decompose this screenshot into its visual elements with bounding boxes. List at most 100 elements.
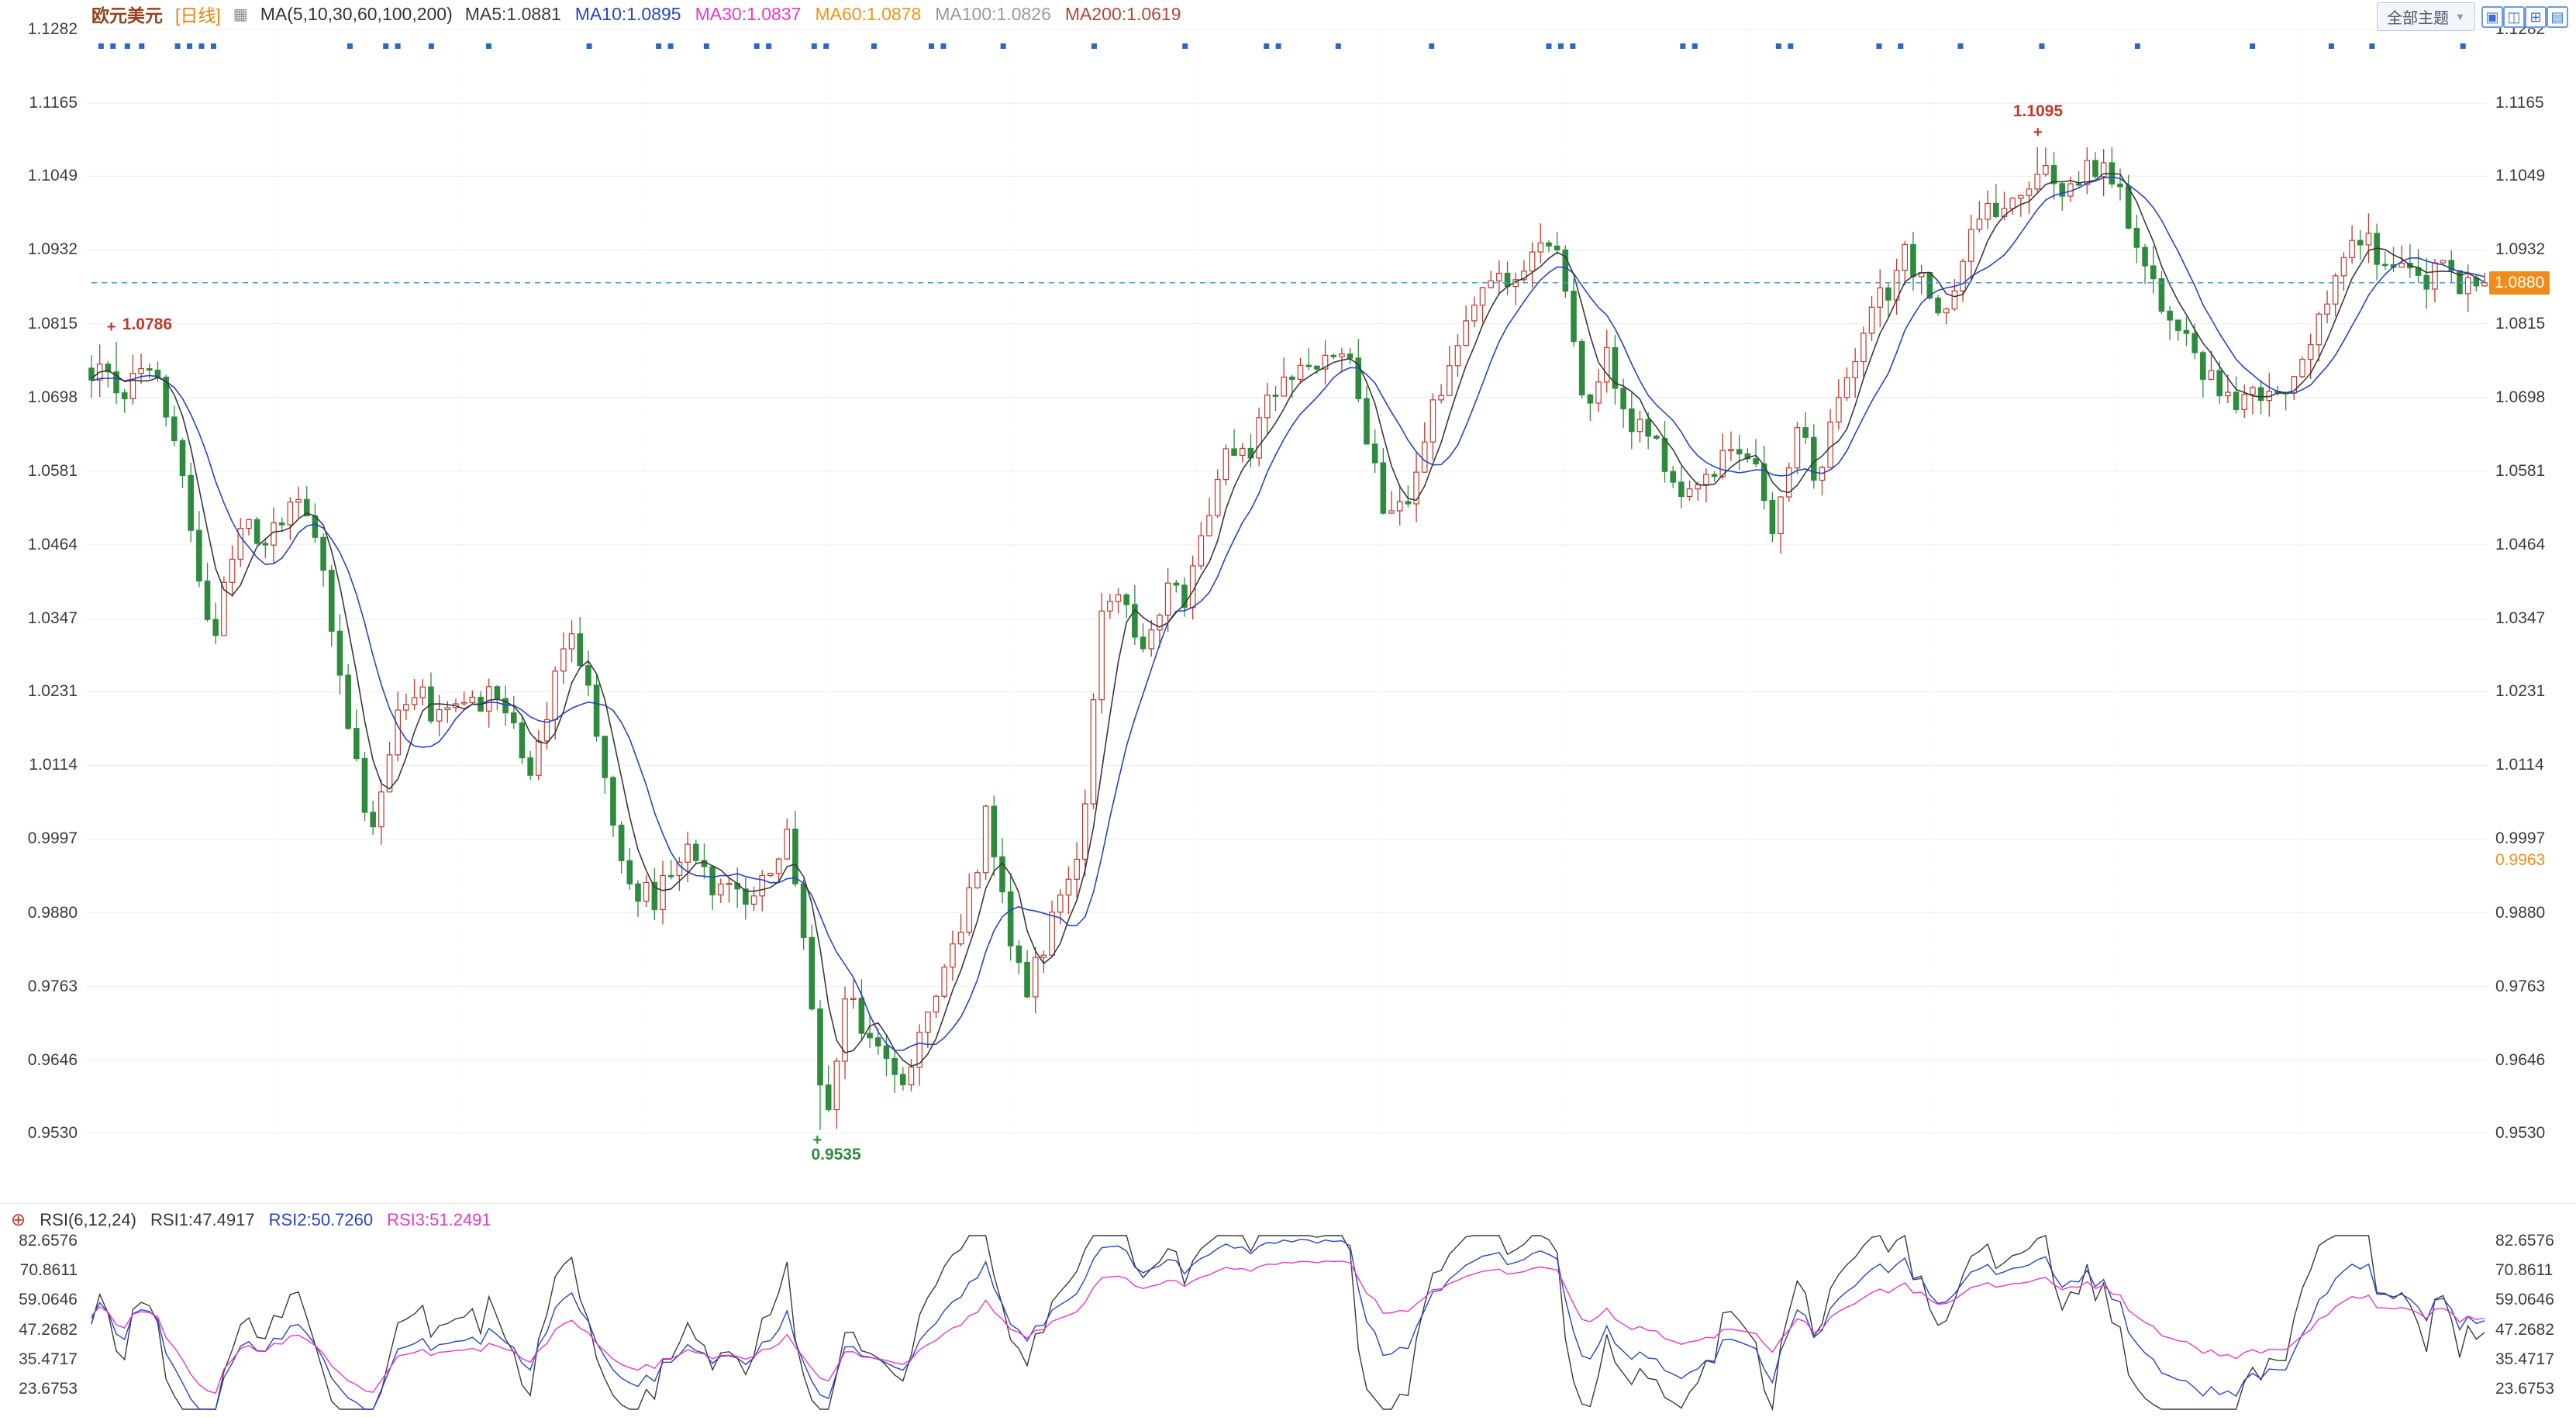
event-marker-dot <box>766 43 772 49</box>
rsi-title: RSI(6,12,24) <box>40 1209 137 1229</box>
axis-label: 0.9763 <box>27 977 78 995</box>
axis-label: 1.0815 <box>27 314 78 333</box>
chart-header: 欧元美元 [日线] ▦ MA(5,10,30,60,100,200) MA5:1… <box>0 0 2576 31</box>
axis-label: 1.0581 <box>27 461 78 480</box>
grid-layer <box>87 29 2488 1134</box>
axis-label: 1.0698 <box>27 388 78 406</box>
dual-pane-layout-icon[interactable]: ◫ <box>2503 6 2525 29</box>
axis-label: 1.0347 <box>27 609 78 627</box>
rsi1-line <box>91 1234 2485 1412</box>
axis-label: 70.8611 <box>2495 1261 2554 1280</box>
event-marker-dot <box>98 43 104 49</box>
event-marker-dot <box>1000 43 1006 49</box>
axis-label: 59.0646 <box>2495 1291 2554 1309</box>
timeframe-label[interactable]: [日线] <box>175 5 221 26</box>
theme-selector-button[interactable]: 全部主题 ▼ <box>2377 2 2475 31</box>
ma-legend-item: MA100:1.0826 <box>935 3 1051 24</box>
event-marker-dot <box>1275 43 1281 49</box>
axis-label: 0.9880 <box>2495 903 2546 922</box>
event-marker-dot <box>383 43 389 49</box>
axis-label: 0.9530 <box>2495 1124 2546 1142</box>
grid-pane-layout-icon[interactable]: ⊞ <box>2525 6 2547 29</box>
axis-label: 82.6576 <box>19 1232 78 1250</box>
axis-label: 0.9646 <box>27 1050 78 1069</box>
axis-label: 1.0698 <box>2495 388 2546 406</box>
single-pane-layout-icon[interactable]: ▣ <box>2481 6 2503 29</box>
event-marker-dot <box>1691 43 1698 49</box>
axis-label: 23.6753 <box>2495 1380 2554 1398</box>
axis-label: 59.0646 <box>19 1291 78 1309</box>
ma-legend-item: MA5:1.0881 <box>464 3 561 24</box>
axis-label: 1.1282 <box>27 20 78 38</box>
event-marker-dot <box>1429 43 1435 49</box>
axis-label: 1.0464 <box>2495 535 2546 553</box>
axis-label: 0.9880 <box>27 903 78 922</box>
event-marker-dot <box>667 43 674 49</box>
axis-label: 1.1165 <box>29 94 78 112</box>
event-marker-dot <box>940 43 947 49</box>
ma-legend: MA5:1.0881 MA10:1.0895 MA30:1.0837 MA60:1.0… <box>465 4 1181 25</box>
axis-label: 1.0815 <box>2495 314 2546 333</box>
ma-legend-item: MA30:1.0837 <box>695 3 802 24</box>
event-marker-dot <box>1335 43 1341 49</box>
event-marker-dot <box>2250 43 2256 49</box>
axis-label: 1.0114 <box>29 756 78 774</box>
event-marker-dot <box>2460 43 2466 49</box>
chart-tools-icon[interactable]: ▦ <box>233 5 248 23</box>
event-marker-dot <box>2134 43 2140 49</box>
layout-icon-group: ▣ ◫ ⊞ ▤ <box>2481 5 2568 29</box>
axis-label: 1.0932 <box>27 240 78 259</box>
event-marker-dot <box>2039 43 2045 49</box>
axis-label: 1.0114 <box>2495 756 2544 774</box>
event-marker-dot <box>753 43 760 49</box>
axis-label: 1.0231 <box>27 682 78 701</box>
price-axis-right[interactable]: 1.1282 1.1165 1.1049 1.0932 1.0815 1.0698 1.05… <box>2491 0 2576 1417</box>
event-marker-dot <box>1557 43 1564 49</box>
event-marker-dot <box>871 43 877 49</box>
header-controls: 全部主题 ▼ ▣ ◫ ⊞ ▤ <box>2377 2 2568 31</box>
candles-layer[interactable] <box>88 147 2488 1130</box>
axis-label: 23.6753 <box>19 1380 78 1398</box>
event-marker-dot <box>586 43 592 49</box>
event-marker-dot <box>1775 43 1781 49</box>
rsi-legend-item: RSI3:51.2491 <box>387 1209 491 1229</box>
event-marker-dot <box>703 43 709 49</box>
event-marker-dot <box>929 43 935 49</box>
rsi-legend-item: RSI1:47.4917 <box>150 1209 255 1229</box>
instrument-name[interactable]: 欧元美元 <box>91 5 163 26</box>
bottom-panel-layout-icon[interactable]: ▤ <box>2547 6 2568 29</box>
chevron-down-icon: ▼ <box>2455 11 2465 22</box>
event-marker-dot <box>347 43 353 49</box>
rsi-values: RSI1:47.4917 RSI2:50.7260 RSI3:51.2491 <box>150 1210 491 1230</box>
axis-label: 1.0347 <box>2495 609 2546 627</box>
event-marker-dot <box>1091 43 1097 49</box>
event-marker-dot <box>1546 43 1552 49</box>
price-axis-left[interactable]: 1.1282 1.1165 1.1049 1.0932 1.0815 1.0698 1.05… <box>0 0 85 1417</box>
event-marker-dot <box>1570 43 1576 49</box>
event-marker-dot <box>1957 43 1964 49</box>
axis-label: 70.8611 <box>19 1261 78 1280</box>
event-marker-dot <box>1182 43 1188 49</box>
axis-label: 47.2682 <box>2495 1320 2554 1339</box>
event-marker-dot <box>110 43 116 49</box>
ma-legend-item: MA60:1.0878 <box>815 3 922 24</box>
event-marker-dot <box>1680 43 1686 49</box>
event-marker-dot <box>2369 43 2375 49</box>
axis-label: 1.0464 <box>27 535 78 553</box>
axis-label: 0.9997 <box>2495 829 2546 848</box>
event-marker-dot <box>174 43 181 49</box>
axis-label: 47.2682 <box>19 1320 78 1339</box>
event-marker-dot <box>1876 43 1882 49</box>
axis-label: 0.9997 <box>27 829 78 848</box>
axis-label: 1.0581 <box>2495 461 2546 480</box>
event-marker-dot <box>656 43 662 49</box>
rsi-settings-icon[interactable]: ⊕ <box>11 1209 26 1229</box>
event-marker-dot <box>395 43 401 49</box>
event-marker-dot <box>1264 43 1270 49</box>
event-marker-dot <box>485 43 491 49</box>
axis-label: 1.1049 <box>2495 167 2546 185</box>
axis-label: 1.0932 <box>2495 240 2546 259</box>
event-markers-layer[interactable] <box>98 43 2466 49</box>
